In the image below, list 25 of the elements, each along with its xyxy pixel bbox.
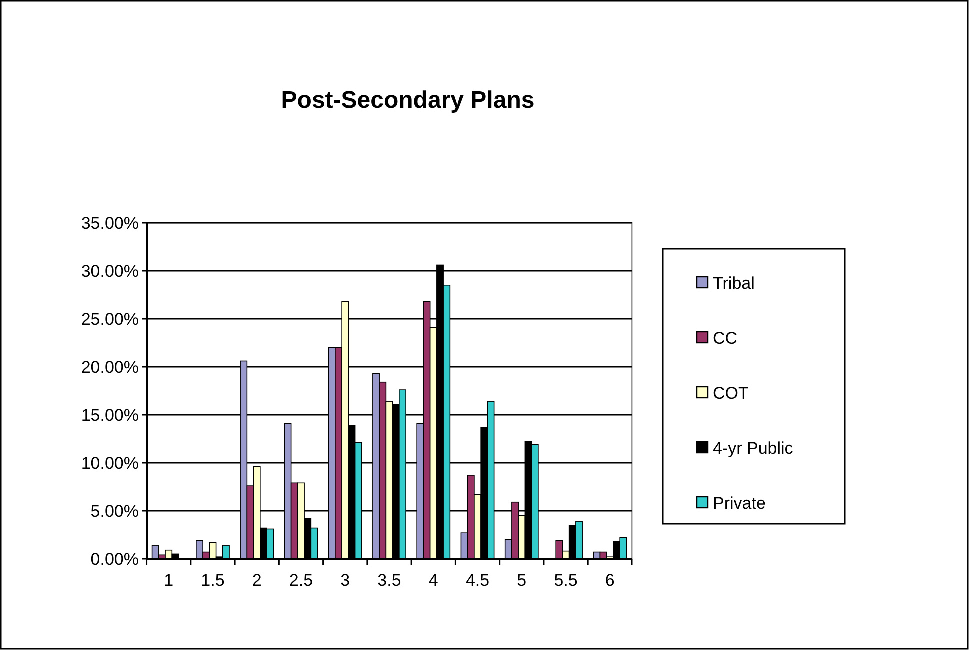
x-tick-label: 3 [340,571,350,590]
x-tick-label: 3.5 [378,571,402,590]
y-tick-label: 30.00% [81,262,139,281]
legend-label: CC [713,328,738,348]
x-tick-label: 4 [428,571,438,590]
y-tick-label: 15.00% [81,406,139,425]
y-tick-label: 35.00% [81,214,139,233]
chart-title: Post-Secondary Plans [281,87,535,114]
x-tick-label: 4.5 [466,571,490,590]
y-tick-label: 5.00% [90,502,139,521]
legend-label: Tribal [713,274,755,293]
x-tick-label: 5.5 [554,571,578,590]
x-tick-label: 2.5 [289,571,314,590]
x-tick-label: 2 [252,571,262,590]
x-tick-label: 1 [164,571,174,590]
legend-label: 4-yr Public [713,438,794,458]
y-tick-label: 25.00% [81,310,139,329]
legend-label: Private [713,494,766,513]
y-tick-label: 0.00% [90,550,139,569]
x-tick-label: 6 [605,571,615,590]
legend-label: COT [713,384,749,403]
x-tick-label: 5 [517,571,527,590]
y-tick-label: 10.00% [81,454,139,473]
x-tick-label: 1.5 [201,571,225,590]
y-tick-label: 20.00% [81,358,139,377]
